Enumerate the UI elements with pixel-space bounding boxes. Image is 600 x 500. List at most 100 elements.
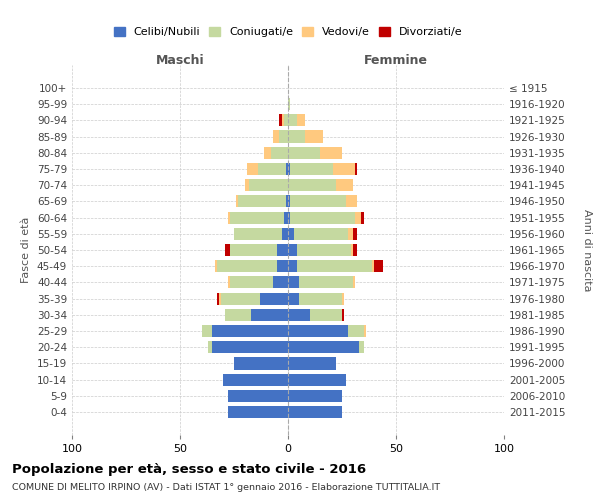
Bar xyxy=(353,228,357,240)
Bar xyxy=(245,179,249,191)
Bar xyxy=(286,196,288,207)
Bar xyxy=(288,309,310,321)
Bar xyxy=(277,260,288,272)
Bar xyxy=(230,276,273,288)
Bar xyxy=(353,276,355,288)
Bar xyxy=(264,146,271,159)
Bar xyxy=(238,196,286,207)
Bar xyxy=(290,163,334,175)
Bar xyxy=(251,309,288,321)
Bar xyxy=(271,146,288,159)
Bar xyxy=(288,325,349,337)
Bar xyxy=(288,228,295,240)
Bar xyxy=(284,212,288,224)
Legend: Celibi/Nubili, Coniugati/e, Vedovi/e, Divorziati/e: Celibi/Nubili, Coniugati/e, Vedovi/e, Di… xyxy=(109,22,467,42)
Bar xyxy=(217,260,277,272)
Bar xyxy=(288,98,290,110)
Bar xyxy=(374,260,383,272)
Bar xyxy=(296,260,372,272)
Bar xyxy=(212,325,288,337)
Bar xyxy=(288,406,342,418)
Bar xyxy=(277,244,288,256)
Text: Popolazione per età, sesso e stato civile - 2016: Popolazione per età, sesso e stato civil… xyxy=(12,462,366,475)
Bar xyxy=(290,212,355,224)
Bar xyxy=(227,276,230,288)
Bar xyxy=(288,292,299,304)
Text: Femmine: Femmine xyxy=(364,54,428,67)
Bar xyxy=(249,179,288,191)
Bar xyxy=(288,374,346,386)
Bar xyxy=(299,292,342,304)
Bar xyxy=(288,163,290,175)
Bar xyxy=(288,130,305,142)
Bar xyxy=(288,212,290,224)
Bar xyxy=(305,130,323,142)
Bar xyxy=(288,260,296,272)
Bar xyxy=(234,228,281,240)
Bar xyxy=(355,163,357,175)
Bar xyxy=(355,212,361,224)
Bar xyxy=(273,130,280,142)
Bar xyxy=(247,163,258,175)
Bar xyxy=(349,325,364,337)
Bar xyxy=(288,146,320,159)
Bar xyxy=(280,130,288,142)
Bar xyxy=(223,374,288,386)
Bar xyxy=(217,292,219,304)
Bar xyxy=(350,244,353,256)
Bar xyxy=(284,114,288,126)
Bar xyxy=(288,390,342,402)
Bar xyxy=(342,309,344,321)
Bar xyxy=(288,196,290,207)
Bar xyxy=(219,292,221,304)
Bar xyxy=(320,146,342,159)
Bar xyxy=(234,358,288,370)
Bar xyxy=(226,309,251,321)
Bar xyxy=(296,244,350,256)
Bar xyxy=(236,196,238,207)
Bar xyxy=(334,163,355,175)
Bar xyxy=(288,341,359,353)
Bar xyxy=(288,114,296,126)
Bar xyxy=(353,244,357,256)
Bar xyxy=(359,341,364,353)
Bar xyxy=(202,325,212,337)
Bar xyxy=(286,163,288,175)
Y-axis label: Fasce di età: Fasce di età xyxy=(22,217,31,283)
Bar xyxy=(342,292,344,304)
Bar xyxy=(335,179,353,191)
Bar xyxy=(299,276,353,288)
Bar xyxy=(290,196,346,207)
Bar xyxy=(281,114,284,126)
Bar xyxy=(361,212,364,224)
Bar xyxy=(346,196,357,207)
Bar xyxy=(364,325,366,337)
Bar xyxy=(212,341,288,353)
Bar xyxy=(288,276,299,288)
Bar xyxy=(288,179,335,191)
Text: COMUNE DI MELITO IRPINO (AV) - Dati ISTAT 1° gennaio 2016 - Elaborazione TUTTITA: COMUNE DI MELITO IRPINO (AV) - Dati ISTA… xyxy=(12,482,440,492)
Bar xyxy=(227,406,288,418)
Bar xyxy=(230,244,277,256)
Bar xyxy=(215,260,217,272)
Bar xyxy=(208,341,212,353)
Bar xyxy=(227,390,288,402)
Bar xyxy=(230,212,284,224)
Bar xyxy=(258,163,286,175)
Bar xyxy=(227,212,230,224)
Bar xyxy=(273,276,288,288)
Bar xyxy=(295,228,349,240)
Bar xyxy=(288,244,296,256)
Bar xyxy=(260,292,288,304)
Bar xyxy=(349,228,353,240)
Bar xyxy=(281,228,288,240)
Bar xyxy=(372,260,374,272)
Bar xyxy=(221,292,260,304)
Bar xyxy=(288,358,335,370)
Bar xyxy=(280,114,281,126)
Bar xyxy=(226,244,230,256)
Bar xyxy=(310,309,342,321)
Bar xyxy=(296,114,305,126)
Text: Maschi: Maschi xyxy=(155,54,205,67)
Y-axis label: Anni di nascita: Anni di nascita xyxy=(582,209,592,291)
